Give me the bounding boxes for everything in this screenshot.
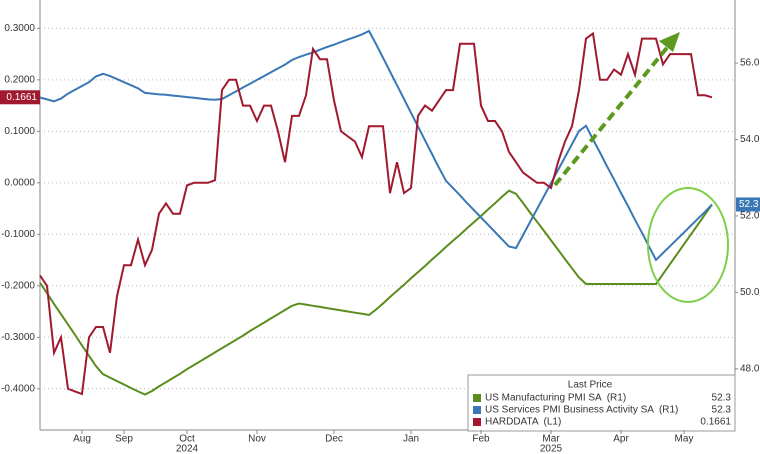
series-line bbox=[39, 189, 713, 396]
y-tick-label: -0.2000 bbox=[1, 280, 35, 291]
x-tick-label: Nov bbox=[248, 434, 266, 445]
legend-swatch bbox=[473, 418, 481, 426]
legend-value: 52.3 bbox=[712, 405, 732, 416]
highlight-ellipse bbox=[647, 187, 729, 303]
last-value-tag-label: 0.1661 bbox=[6, 92, 37, 103]
x-tick-label: Apr bbox=[613, 434, 629, 445]
x-tick-label: Feb bbox=[472, 434, 490, 445]
y2-tick-label: 50.0 bbox=[740, 287, 760, 298]
last-value-tag bbox=[736, 197, 760, 212]
legend-title: Last Price bbox=[568, 380, 613, 391]
y-tick-label: -0.4000 bbox=[1, 383, 35, 394]
y-tick-label: 0.1000 bbox=[4, 126, 35, 137]
x-tick-label: Mar bbox=[542, 434, 560, 445]
x-tick-label: Jan bbox=[403, 434, 419, 445]
trend-arrow bbox=[553, 42, 672, 187]
legend-label: US Services PMI Business Activity SA (R1… bbox=[485, 405, 678, 416]
legend-label: US Manufacturing PMI SA (R1) bbox=[485, 393, 626, 404]
lines bbox=[39, 29, 713, 396]
series-line bbox=[39, 31, 713, 396]
y-tick-label: -0.1000 bbox=[1, 229, 35, 240]
last-value-tag bbox=[0, 90, 40, 105]
legend-swatch bbox=[473, 406, 481, 414]
y-tick-label: -0.3000 bbox=[1, 332, 35, 343]
year-label: 2025 bbox=[540, 444, 563, 454]
y2-tick-label: 56.0 bbox=[740, 58, 760, 69]
legend-value: 52.3 bbox=[712, 393, 732, 404]
ticks: 0.3000 0.2000 0.1000 0.0000 -0.1000 -0.2000 -0… bbox=[0, 23, 760, 454]
legend-value: 0.1661 bbox=[700, 417, 731, 428]
last-value-tag-label: 52.3 bbox=[739, 199, 759, 210]
y2-tick-label: 52.0 bbox=[740, 211, 760, 222]
x-tick-label: Sep bbox=[115, 434, 133, 445]
y2-tick-label: 48.0 bbox=[740, 363, 760, 374]
legend-box bbox=[467, 374, 736, 432]
y2-tick-label: 54.0 bbox=[740, 134, 760, 145]
legend: Last Price US Manufacturing PMI SA (R1) 5… bbox=[467, 374, 736, 432]
y-tick-label: 0.0000 bbox=[4, 177, 35, 188]
y-tick-label: 0.3000 bbox=[4, 23, 35, 34]
x-tick-label: May bbox=[675, 434, 694, 445]
legend-swatch bbox=[473, 394, 481, 402]
arrow-head bbox=[659, 32, 680, 52]
year-label: 2024 bbox=[176, 444, 199, 454]
legend-label: HARDDATA (L1) bbox=[485, 417, 561, 428]
y-tick-label: 0.2000 bbox=[4, 74, 35, 85]
x-tick-label: Aug bbox=[73, 434, 91, 445]
x-tick-label: Dec bbox=[325, 434, 343, 445]
series-line bbox=[39, 29, 713, 262]
x-tick-label: Oct bbox=[179, 434, 195, 445]
